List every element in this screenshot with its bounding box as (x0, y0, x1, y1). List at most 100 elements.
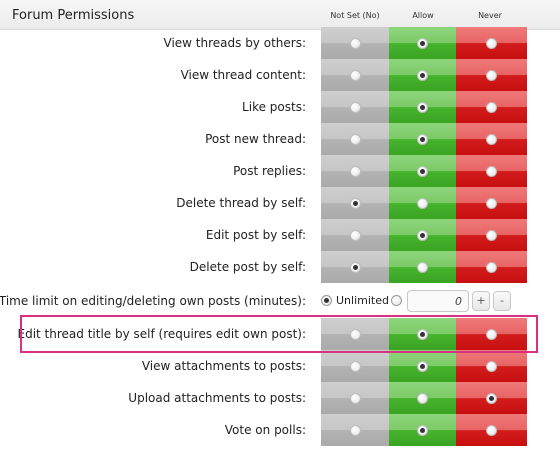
never-cell[interactable] (456, 59, 527, 91)
not-set-radio[interactable] (349, 424, 361, 436)
never-radio[interactable] (486, 37, 497, 49)
never-radio[interactable] (486, 261, 497, 273)
not-set-cell[interactable] (321, 318, 389, 350)
never-radio[interactable] (486, 101, 497, 113)
not-set-cell[interactable] (321, 350, 389, 382)
never-cell[interactable] (456, 350, 527, 382)
permission-row-vote-on-polls: Vote on polls: (0, 414, 560, 446)
not-set-cell[interactable] (321, 27, 389, 59)
permission-row-delete-post-by-self: Delete post by self: (0, 251, 560, 283)
permission-row-view-thread-content: View thread content: (0, 59, 560, 91)
allow-cell[interactable] (389, 155, 456, 187)
allow-radio[interactable] (417, 229, 428, 241)
time-limit-custom-radio[interactable] (391, 295, 402, 306)
not-set-radio[interactable] (349, 37, 361, 49)
decrement-button[interactable]: - (493, 291, 511, 311)
not-set-cell[interactable] (321, 59, 389, 91)
allow-radio[interactable] (417, 133, 428, 145)
not-set-radio[interactable] (349, 229, 361, 241)
allow-radio[interactable] (417, 69, 428, 81)
permission-row-upload-attachments-to-posts: Upload attachments to posts: (0, 382, 560, 414)
allow-cell[interactable] (389, 382, 456, 414)
not-set-radio[interactable] (349, 69, 361, 81)
allow-radio[interactable] (417, 197, 428, 209)
allow-radio[interactable] (417, 424, 428, 436)
never-radio[interactable] (486, 197, 497, 209)
never-radio[interactable] (486, 360, 497, 372)
not-set-radio[interactable] (349, 101, 361, 113)
never-cell[interactable] (456, 382, 527, 414)
never-cell[interactable] (456, 251, 527, 283)
time-limit-input[interactable] (407, 290, 469, 312)
not-set-radio[interactable] (349, 261, 361, 273)
permission-label: Delete post by self: (189, 260, 306, 274)
allow-cell[interactable] (389, 59, 456, 91)
not-set-cell[interactable] (321, 123, 389, 155)
allow-cell[interactable] (389, 251, 456, 283)
not-set-cell[interactable] (321, 414, 389, 446)
permission-label: View attachments to posts: (141, 359, 306, 373)
allow-cell[interactable] (389, 91, 456, 123)
never-radio[interactable] (486, 424, 497, 436)
permission-row-edit-thread-title-by-self-requires-edit-own-post: Edit thread title by self (requires edit… (0, 318, 560, 350)
permission-row-post-new-thread: Post new thread: (0, 123, 560, 155)
never-radio[interactable] (486, 69, 497, 81)
not-set-cell[interactable] (321, 91, 389, 123)
column-header-allow: Allow (412, 11, 434, 20)
not-set-cell[interactable] (321, 382, 389, 414)
never-radio[interactable] (486, 328, 497, 340)
not-set-radio[interactable] (349, 328, 361, 340)
never-cell[interactable] (456, 91, 527, 123)
permission-row-view-threads-by-others: View threads by others: (0, 27, 560, 59)
permission-label: Like posts: (242, 100, 306, 114)
not-set-radio[interactable] (349, 392, 361, 404)
permission-label: Edit thread title by self (requires edit… (17, 327, 307, 341)
allow-radio[interactable] (417, 360, 428, 372)
not-set-radio[interactable] (349, 165, 361, 177)
allow-cell[interactable] (389, 187, 456, 219)
permission-label: Post replies: (233, 164, 306, 178)
increment-button[interactable]: + (472, 291, 490, 311)
allow-radio[interactable] (417, 392, 428, 404)
allow-radio[interactable] (417, 328, 428, 340)
allow-radio[interactable] (417, 165, 428, 177)
allow-cell[interactable] (389, 219, 456, 251)
never-cell[interactable] (456, 219, 527, 251)
unlimited-radio[interactable] (321, 295, 332, 306)
never-cell[interactable] (456, 318, 527, 350)
column-header-never: Never (478, 11, 502, 20)
never-radio[interactable] (486, 392, 497, 404)
never-cell[interactable] (456, 27, 527, 59)
permission-row-view-attachments-to-posts: View attachments to posts: (0, 350, 560, 382)
time-limit-label: Time limit on editing/deleting own posts… (0, 294, 306, 308)
permission-label: Upload attachments to posts: (128, 391, 306, 405)
allow-cell[interactable] (389, 27, 456, 59)
not-set-radio[interactable] (349, 133, 361, 145)
permission-label: Edit post by self: (205, 228, 306, 242)
allow-cell[interactable] (389, 318, 456, 350)
allow-radio[interactable] (417, 101, 428, 113)
not-set-radio[interactable] (349, 197, 361, 209)
never-cell[interactable] (456, 123, 527, 155)
not-set-radio[interactable] (349, 360, 361, 372)
permission-row-edit-post-by-self: Edit post by self: (0, 219, 560, 251)
never-radio[interactable] (486, 133, 497, 145)
permission-row-post-replies: Post replies: (0, 155, 560, 187)
allow-cell[interactable] (389, 414, 456, 446)
never-cell[interactable] (456, 414, 527, 446)
allow-cell[interactable] (389, 123, 456, 155)
allow-radio[interactable] (417, 37, 428, 49)
not-set-cell[interactable] (321, 155, 389, 187)
not-set-cell[interactable] (321, 251, 389, 283)
never-radio[interactable] (486, 165, 497, 177)
unlimited-label: Unlimited (336, 294, 389, 307)
allow-cell[interactable] (389, 350, 456, 382)
never-radio[interactable] (486, 229, 497, 241)
never-cell[interactable] (456, 155, 527, 187)
not-set-cell[interactable] (321, 187, 389, 219)
never-cell[interactable] (456, 187, 527, 219)
permission-label: Delete thread by self: (176, 196, 306, 210)
allow-radio[interactable] (417, 261, 428, 273)
not-set-cell[interactable] (321, 219, 389, 251)
column-header-not-set: Not Set (No) (330, 11, 380, 20)
